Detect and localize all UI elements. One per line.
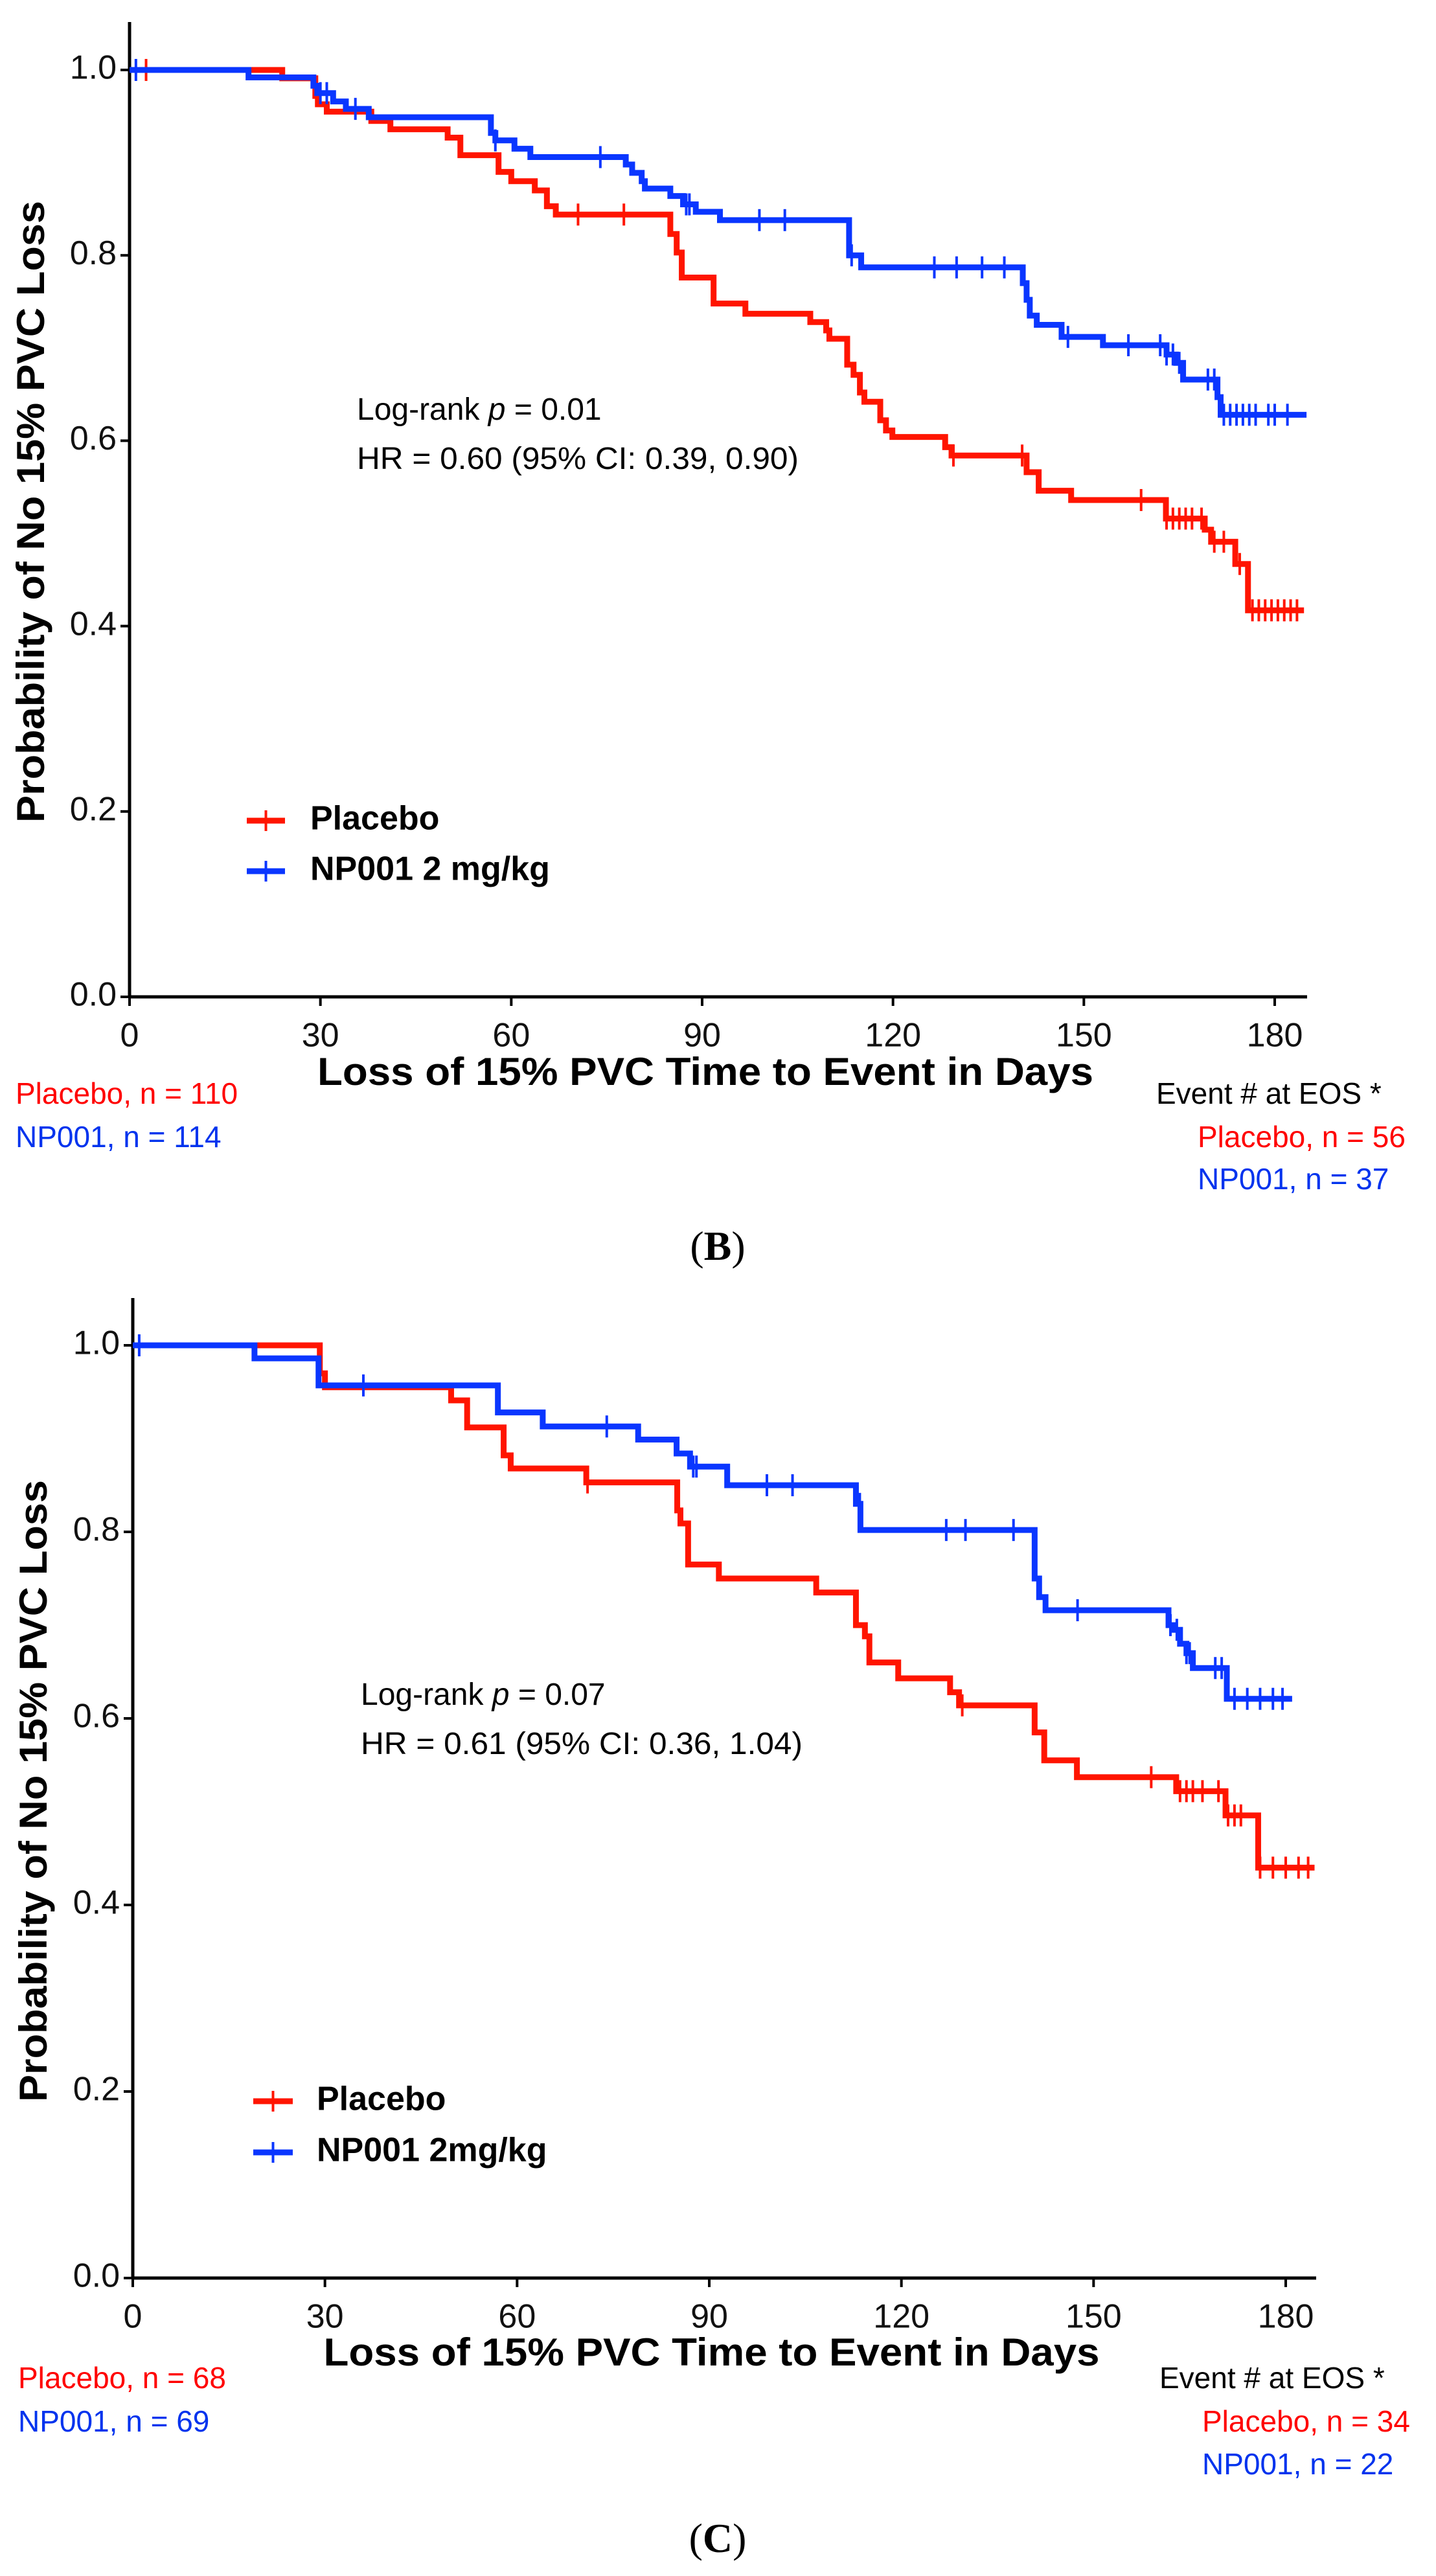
legend-label: Placebo <box>310 800 439 838</box>
x-tick-label: 150 <box>1066 2298 1122 2336</box>
p-symbol: p <box>491 1678 510 1712</box>
km-curve-placebo <box>130 67 1305 613</box>
x-tick-label: 150 <box>1056 1017 1112 1054</box>
km-chart-panel-b: 0 30 60 90 120 150 180 0.0 0.2 0.4 0.6 0.8 1.0 Loss o… <box>9 22 1406 1269</box>
km-curve-np001 <box>130 67 1307 418</box>
x-tick-label: 0 <box>124 2298 142 2336</box>
legend-item-placebo: Placebo <box>247 800 439 838</box>
y-tick-label: 0.4 <box>73 1884 120 1922</box>
event-count-note: NP001, n = 22 <box>1202 2447 1393 2481</box>
panel-label-close-paren: ) <box>731 1223 745 1269</box>
y-axis-title: Probability of No 15% PVC Loss <box>12 1480 55 2102</box>
p-value: = 0.07 <box>509 1678 605 1712</box>
y-tick-label: 0.0 <box>73 2257 120 2295</box>
p-symbol: p <box>487 393 506 427</box>
legend-item-np001: NP001 2 mg/kg <box>247 850 550 888</box>
hazard-ratio-annotation: HR = 0.60 (95% CI: 0.39, 0.90) <box>357 442 799 476</box>
panel-label-open-paren: ( <box>689 2515 703 2561</box>
y-tick-label: 0.6 <box>70 420 117 457</box>
hazard-ratio-annotation: HR = 0.61 (95% CI: 0.36, 1.04) <box>361 1727 803 1761</box>
panel-label: (B) <box>690 1223 745 1269</box>
logrank-prefix: Log-rank <box>361 1678 492 1712</box>
km-chart-panel-c: 0 30 60 90 120 150 180 0.0 0.2 0.4 0.6 0.8 1.0 Loss o… <box>12 1298 1410 2561</box>
y-tick-label: 0.8 <box>70 234 117 272</box>
legend-label: NP001 2mg/kg <box>317 2132 547 2169</box>
panel-label-open-paren: ( <box>690 1223 703 1269</box>
y-axis-title: Probability of No 15% PVC Loss <box>9 201 52 823</box>
y-tick-label: 1.0 <box>73 1325 120 1362</box>
x-tick-label: 180 <box>1258 2298 1314 2336</box>
p-value: = 0.01 <box>505 393 601 427</box>
event-count-note: NP001, n = 37 <box>1198 1162 1389 1196</box>
x-tick-label: 120 <box>873 2298 929 2336</box>
legend-item-np001: NP001 2mg/kg <box>253 2132 547 2169</box>
logrank-annotation: Log-rank p = 0.07 <box>361 1678 606 1712</box>
y-tick-label: 0.2 <box>73 2071 120 2108</box>
panel-label: (C) <box>689 2515 747 2561</box>
legend-label: NP001 2 mg/kg <box>310 850 550 888</box>
y-tick-label: 0.0 <box>70 976 117 1014</box>
panel-label-letter: B <box>704 1223 732 1269</box>
km-curve-np001 <box>133 1342 1292 1702</box>
x-tick-label: 180 <box>1247 1017 1303 1054</box>
sample-size-note: Placebo, n = 68 <box>18 2361 226 2395</box>
x-tick-label: 60 <box>492 1017 530 1054</box>
km-curve-placebo <box>133 1342 1315 1871</box>
y-tick-label: 1.0 <box>70 49 117 87</box>
x-tick-label: 90 <box>683 1017 721 1054</box>
y-tick-label: 0.6 <box>73 1698 120 1735</box>
legend-label: Placebo <box>317 2080 446 2118</box>
x-tick-label: 30 <box>302 1017 339 1054</box>
sample-size-note: NP001, n = 114 <box>16 1120 222 1154</box>
logrank-prefix: Log-rank <box>357 393 488 427</box>
y-tick-label: 0.8 <box>73 1511 120 1549</box>
events-at-eos-title: Event # at EOS * <box>1159 2361 1385 2395</box>
event-count-note: Placebo, n = 56 <box>1198 1120 1406 1154</box>
y-tick-label: 0.2 <box>70 791 117 828</box>
x-tick-label: 90 <box>690 2298 728 2336</box>
x-tick-label: 30 <box>306 2298 344 2336</box>
legend-item-placebo: Placebo <box>253 2080 446 2118</box>
x-axis-title: Loss of 15% PVC Time to Event in Days <box>317 1050 1093 1093</box>
event-count-note: Placebo, n = 34 <box>1202 2404 1410 2438</box>
sample-size-note: Placebo, n = 110 <box>16 1077 238 1110</box>
panel-label-letter: C <box>703 2515 733 2561</box>
panel-label-close-paren: ) <box>733 2515 746 2561</box>
x-tick-label: 120 <box>865 1017 921 1054</box>
x-tick-label: 0 <box>120 1017 139 1054</box>
x-tick-label: 60 <box>498 2298 536 2336</box>
y-tick-label: 0.4 <box>70 605 117 643</box>
logrank-annotation: Log-rank p = 0.01 <box>357 393 602 427</box>
events-at-eos-title: Event # at EOS * <box>1156 1077 1382 1110</box>
x-axis-title: Loss of 15% PVC Time to Event in Days <box>324 2331 1100 2374</box>
sample-size-note: NP001, n = 69 <box>18 2404 209 2438</box>
